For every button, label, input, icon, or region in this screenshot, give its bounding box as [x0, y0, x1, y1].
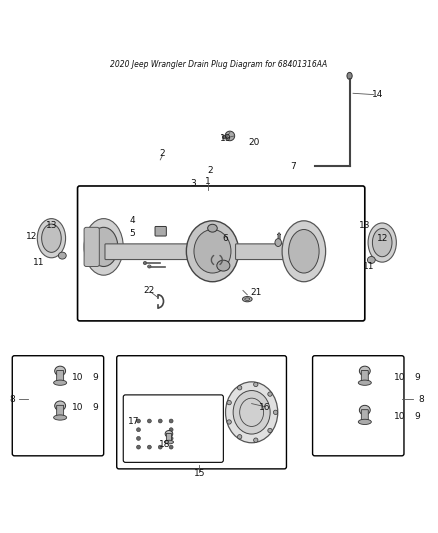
Ellipse shape	[358, 419, 371, 424]
Text: 13: 13	[359, 221, 371, 230]
Ellipse shape	[273, 410, 278, 415]
Text: 3: 3	[190, 179, 196, 188]
FancyBboxPatch shape	[57, 405, 64, 417]
Ellipse shape	[148, 419, 151, 423]
Ellipse shape	[84, 219, 123, 275]
FancyBboxPatch shape	[57, 370, 64, 382]
Text: 11: 11	[364, 262, 375, 271]
Ellipse shape	[148, 445, 151, 449]
Ellipse shape	[169, 428, 173, 432]
Text: 8: 8	[418, 395, 424, 403]
Ellipse shape	[358, 380, 371, 385]
Ellipse shape	[58, 252, 66, 259]
Ellipse shape	[165, 431, 173, 437]
Ellipse shape	[359, 405, 370, 415]
Ellipse shape	[268, 429, 272, 433]
Ellipse shape	[53, 380, 67, 385]
Text: 9: 9	[414, 412, 420, 421]
Text: 12: 12	[377, 233, 388, 243]
Ellipse shape	[53, 415, 67, 420]
Text: 13: 13	[46, 221, 57, 230]
Ellipse shape	[227, 420, 231, 424]
Ellipse shape	[158, 419, 162, 423]
Text: 16: 16	[259, 403, 270, 413]
Ellipse shape	[223, 135, 226, 139]
Ellipse shape	[372, 229, 392, 257]
Text: 2: 2	[208, 166, 213, 175]
Ellipse shape	[55, 366, 66, 376]
Ellipse shape	[268, 392, 272, 397]
Text: 8: 8	[9, 395, 15, 403]
Ellipse shape	[237, 434, 242, 439]
Text: 2020 Jeep Wrangler Drain Plug Diagram for 68401316AA: 2020 Jeep Wrangler Drain Plug Diagram fo…	[110, 60, 328, 69]
Text: 10: 10	[394, 412, 405, 421]
Text: 9: 9	[414, 373, 420, 382]
Ellipse shape	[186, 221, 239, 282]
Ellipse shape	[347, 72, 352, 79]
Text: 7: 7	[290, 162, 296, 171]
Text: 18: 18	[159, 440, 170, 449]
FancyBboxPatch shape	[361, 410, 368, 422]
Ellipse shape	[137, 445, 141, 449]
Ellipse shape	[137, 428, 141, 432]
Text: 11: 11	[33, 257, 44, 266]
Ellipse shape	[37, 219, 66, 258]
Text: 22: 22	[144, 286, 155, 295]
FancyBboxPatch shape	[105, 244, 194, 260]
Text: 1: 1	[205, 177, 211, 186]
Ellipse shape	[143, 262, 147, 264]
Ellipse shape	[233, 391, 270, 434]
Text: 9: 9	[92, 403, 98, 413]
FancyBboxPatch shape	[236, 244, 294, 260]
Ellipse shape	[359, 366, 370, 376]
Ellipse shape	[227, 400, 231, 405]
Text: 10: 10	[394, 373, 405, 382]
Text: 14: 14	[372, 90, 384, 99]
Ellipse shape	[89, 228, 118, 266]
Ellipse shape	[275, 239, 282, 246]
FancyBboxPatch shape	[84, 228, 99, 266]
Ellipse shape	[137, 437, 141, 440]
Text: 9: 9	[92, 373, 98, 382]
Ellipse shape	[245, 298, 250, 301]
Ellipse shape	[226, 382, 278, 443]
Ellipse shape	[237, 385, 242, 390]
Text: 12: 12	[26, 231, 38, 240]
Text: 15: 15	[194, 469, 205, 478]
Ellipse shape	[169, 437, 173, 440]
Ellipse shape	[208, 224, 217, 232]
Ellipse shape	[158, 445, 162, 449]
Ellipse shape	[367, 256, 375, 263]
Ellipse shape	[164, 440, 173, 444]
Text: 21: 21	[250, 288, 261, 297]
Ellipse shape	[289, 230, 319, 273]
Ellipse shape	[368, 223, 396, 262]
Text: 10: 10	[72, 373, 83, 382]
Ellipse shape	[169, 445, 173, 449]
FancyArrow shape	[277, 232, 281, 241]
Ellipse shape	[194, 230, 231, 273]
Ellipse shape	[254, 438, 258, 442]
FancyBboxPatch shape	[361, 370, 368, 382]
Ellipse shape	[254, 382, 258, 386]
Ellipse shape	[282, 221, 325, 282]
Ellipse shape	[55, 401, 66, 410]
Text: 2: 2	[159, 149, 165, 158]
Ellipse shape	[148, 265, 151, 268]
Ellipse shape	[243, 296, 252, 302]
Text: 17: 17	[128, 416, 140, 425]
Text: 6: 6	[223, 233, 228, 243]
Text: 5: 5	[129, 229, 135, 238]
Text: 4: 4	[129, 216, 135, 225]
Ellipse shape	[42, 224, 61, 252]
Ellipse shape	[137, 419, 141, 423]
FancyBboxPatch shape	[155, 227, 166, 236]
Ellipse shape	[169, 419, 173, 423]
Text: 10: 10	[72, 403, 83, 413]
Ellipse shape	[217, 260, 230, 271]
FancyBboxPatch shape	[166, 433, 172, 442]
Text: 20: 20	[248, 138, 259, 147]
Ellipse shape	[225, 131, 235, 141]
Text: 19: 19	[220, 134, 231, 143]
